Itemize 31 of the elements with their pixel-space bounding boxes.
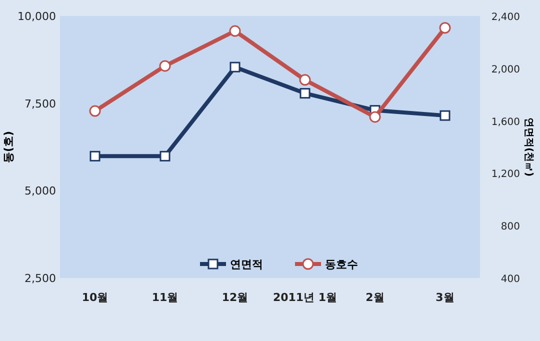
- point: [159, 60, 171, 72]
- point: [369, 111, 381, 123]
- y-tick-label: 10,000: [18, 10, 56, 23]
- y2-tick-label: 1,200: [491, 169, 520, 180]
- y-tick-label: 5,000: [24, 184, 56, 198]
- x-tick-label: 11월: [152, 291, 178, 304]
- y2-tick-label: 2,000: [491, 64, 520, 76]
- point: [300, 88, 310, 99]
- y2-axis-title: 연면적(천㎡): [523, 117, 534, 177]
- y2-tick-label: 2,400: [491, 12, 520, 23]
- point: [439, 22, 451, 34]
- point: [89, 105, 101, 117]
- x-tick-label: 12월: [222, 291, 248, 304]
- legend-label: 동호수: [325, 258, 358, 271]
- point: [440, 110, 450, 121]
- y-tick-label: 2,500: [24, 272, 56, 285]
- y-axis-title: 동(호): [2, 130, 15, 164]
- y2-tick-label: 800: [500, 222, 520, 233]
- point: [299, 74, 311, 86]
- point: [229, 25, 241, 37]
- y2-tick-label: 1,600: [491, 116, 520, 128]
- x-tick-label: 3월: [436, 291, 454, 304]
- x-tick-label: 10월: [82, 291, 108, 304]
- y-tick-label: 7,500: [24, 97, 56, 110]
- point: [160, 150, 170, 162]
- y2-tick-label: 400: [500, 274, 520, 285]
- x-tick-label: 2월: [366, 291, 384, 304]
- x-tick-label: 2011년 1월: [272, 291, 338, 304]
- point: [90, 150, 100, 162]
- point: [230, 62, 240, 72]
- legend-label: 연면적: [230, 258, 263, 271]
